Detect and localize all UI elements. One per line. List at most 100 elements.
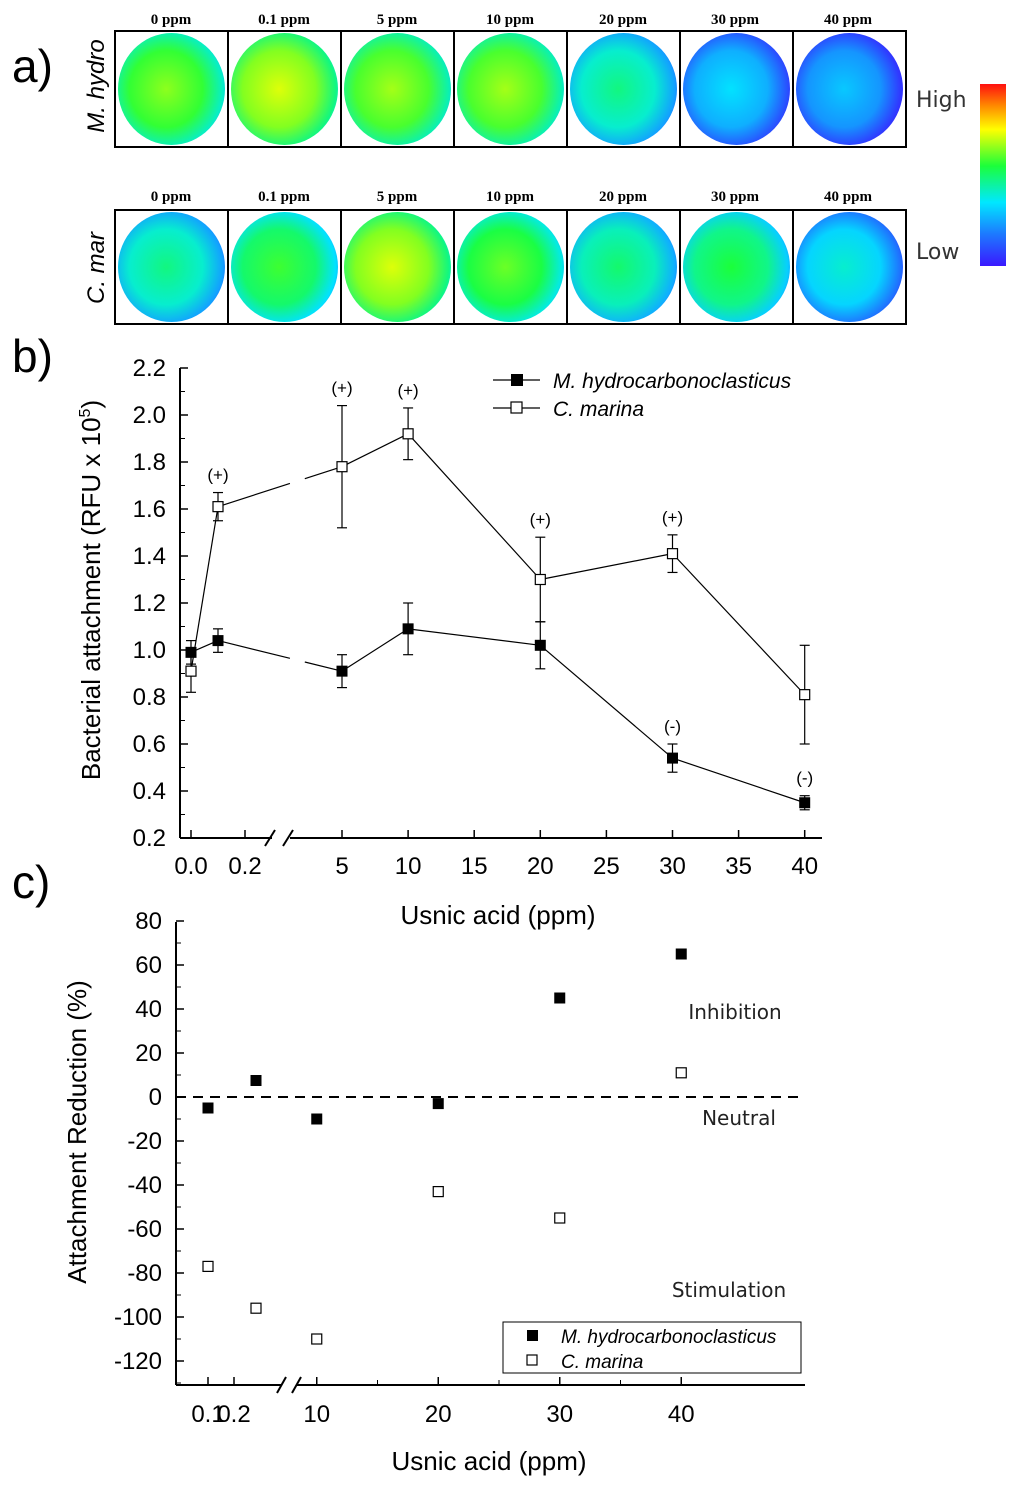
y-axis-label: Bacterial attachment (RFU x 105) (76, 400, 106, 780)
y-axis-label-close: ) (76, 400, 106, 409)
conc-label-row2: 0.1 ppm (258, 189, 310, 205)
legend-label-m-hydro: M. hydrocarbonoclasticus (553, 370, 792, 393)
x-tick-label: 15 (461, 853, 488, 880)
well-heatmap (118, 212, 225, 322)
y-tick-label: 1.6 (133, 496, 166, 523)
data-point-m-hydro (250, 1075, 262, 1086)
panel-a-heatmaps: M. hydro C. mar 0 ppm 0.1 ppm 5 ppm 10 p… (83, 12, 1006, 325)
y-tick-label: 1.0 (133, 637, 166, 664)
significance-annotation: (+) (662, 508, 683, 527)
y-tick-label: 1.4 (133, 543, 166, 570)
x-ticks: 0.10.2 10 20 30 40 (191, 1377, 695, 1428)
well-heatmap (118, 33, 225, 145)
x-tick-label: 0.2 (228, 853, 261, 880)
conc-label-row1: 0 ppm (151, 12, 192, 28)
x-tick-label: 30 (659, 853, 686, 880)
y-ticks: -120 -100 -80 -60 -40 -20 0 20 40 60 80 (114, 908, 184, 1384)
x-tick-label: 25 (593, 853, 620, 880)
conc-label-row2: 10 ppm (486, 189, 534, 205)
well-heatmap (570, 212, 677, 322)
colorbar-low-label: Low (916, 240, 959, 265)
well-heatmap (683, 212, 790, 322)
well-heatmap (796, 33, 903, 145)
colorbar (980, 84, 1006, 266)
data-point-m-hydro (799, 797, 811, 809)
significance-annotation: (+) (530, 510, 551, 529)
panel-c-scatter-chart: -120 -100 -80 -60 -40 -20 0 20 40 60 80 0.10.2 10 20… (62, 908, 805, 1476)
region-label-inhibition: Inhibition (688, 1000, 781, 1024)
x-tick-label: 10 (395, 853, 422, 880)
panel-b-line-chart: 0.20.40.60.81.01.21.41.61.82.02.2 0.0 0.2… (76, 355, 822, 930)
series-line-segment (217, 482, 291, 508)
y-tick-label: -40 (127, 1172, 162, 1199)
conc-label-row2: 40 ppm (824, 189, 872, 205)
data-point-c-marina (675, 1067, 687, 1079)
data-point-c-marina (250, 1302, 262, 1314)
region-label-neutral: Neutral (702, 1106, 776, 1130)
conc-label-row1: 5 ppm (377, 12, 418, 28)
x-tick-label: 40 (668, 1401, 695, 1428)
series-line-segment (540, 553, 673, 581)
data-point-m-hydro (402, 623, 414, 635)
data-point-c-marina (212, 501, 224, 513)
data-point-c-marina (402, 428, 414, 440)
data-point-m-hydro (554, 992, 566, 1004)
series-line-segment (672, 553, 806, 696)
significance-annotation: (+) (207, 466, 228, 485)
data-point-m-hydro (202, 1102, 214, 1114)
panel-label-a: a) (12, 40, 53, 92)
axis-break-mark (291, 1376, 302, 1394)
significance-annotation: (+) (331, 379, 352, 398)
x-tick-label: 35 (725, 853, 752, 880)
well-heatmap (231, 33, 338, 145)
conc-label-row2: 5 ppm (377, 189, 418, 205)
series-line-segment (217, 640, 291, 659)
conc-label-row2: 20 ppm (599, 189, 647, 205)
y-tick-label: -60 (127, 1216, 162, 1243)
well-heatmap (344, 33, 451, 145)
conc-label-row2: 30 ppm (711, 189, 759, 205)
data-point-c-marina (185, 665, 197, 677)
y-tick-label: 0.4 (133, 778, 166, 805)
series-line-segment (341, 628, 409, 672)
data-point-c-marina (336, 461, 348, 473)
well-heatmap (457, 33, 564, 145)
data-point-c-marina (432, 1185, 444, 1198)
data-point-m-hydro (336, 665, 348, 677)
conc-label-row1: 30 ppm (711, 12, 759, 28)
conc-label-row1: 20 ppm (599, 12, 647, 28)
series-line-segment (408, 628, 541, 646)
data-point-m-hydro (675, 948, 687, 960)
x-ticks: 0.0 0.2 5 10 15 20 25 30 35 40 (174, 830, 818, 880)
legend: M. hydrocarbonoclasticus C. marina (502, 1321, 802, 1374)
x-tick-label: 5 (335, 853, 348, 880)
conc-label-row2: 0 ppm (151, 189, 192, 205)
legend-label-m-hydro: M. hydrocarbonoclasticus (561, 1327, 777, 1348)
y-ticks: 0.2 0.4 0.6 0.8 1.0 1.2 1.4 1.6 1.8 2.0 2.2 (133, 355, 188, 852)
data-point-m-hydro (534, 639, 546, 651)
well-heatmap (231, 212, 338, 322)
series-line-segment (190, 506, 219, 672)
y-tick-label: -100 (114, 1304, 162, 1331)
data-point-c-marina (202, 1260, 214, 1273)
x-tick-label: 40 (791, 853, 818, 880)
legend-box (502, 1321, 802, 1374)
significance-annotation: (-) (796, 769, 813, 788)
y-tick-label: 0.2 (133, 825, 166, 852)
legend-marker-filled (511, 374, 523, 386)
well-row-m-hydro (114, 30, 907, 148)
data-point-m-hydro (667, 752, 678, 764)
x-tick-label: 10 (303, 1401, 330, 1428)
panel-label-b: b) (12, 330, 53, 382)
data-point-m-hydro (311, 1113, 323, 1125)
well-heatmap (796, 212, 903, 322)
legend-label-c-marina: C. marina (553, 398, 644, 421)
y-tick-label: 0 (149, 1084, 162, 1111)
series-line-segment (341, 433, 409, 468)
legend-label-c-marina: C. marina (561, 1352, 643, 1373)
series-line-segment (304, 661, 343, 672)
x-tick-label: 0.0 (174, 853, 207, 880)
series-group (202, 948, 687, 1345)
